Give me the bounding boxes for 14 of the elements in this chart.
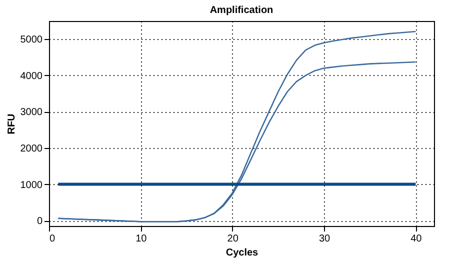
y-tick-label: 0 — [36, 216, 43, 228]
x-tick-label: 30 — [318, 234, 330, 244]
y-tick-label: 1000 — [20, 180, 43, 191]
y-tick-label: 4000 — [20, 70, 43, 82]
chart-title: Amplification — [210, 5, 274, 16]
y-tick-label: 3000 — [20, 107, 43, 118]
y-tick-label: 5000 — [20, 34, 43, 46]
y-axis-title: RFU — [6, 114, 18, 134]
x-tick-label: 0 — [50, 234, 56, 244]
x-tick-label: 10 — [136, 234, 148, 244]
x-axis-title: Cycles — [226, 248, 259, 258]
x-tick-label: 40 — [410, 234, 422, 244]
y-tick-label: 2000 — [20, 143, 43, 154]
x-tick-label: 20 — [227, 234, 239, 244]
